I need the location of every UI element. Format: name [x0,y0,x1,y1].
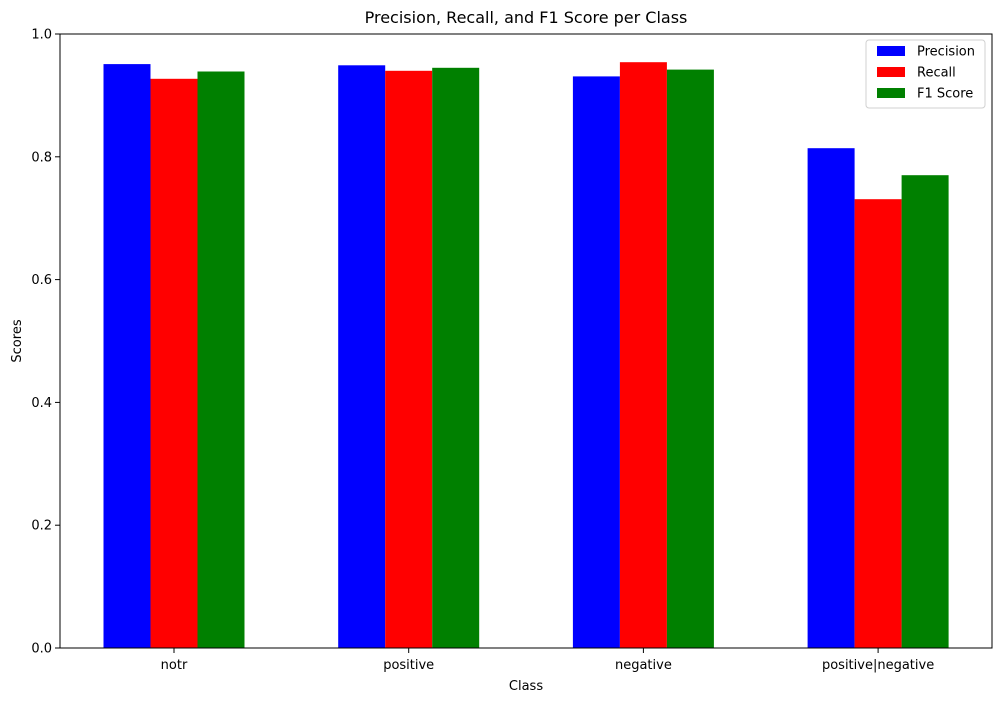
legend-swatch [877,46,905,56]
bar-f1-score-2 [666,69,714,649]
x-axis-label: Class [509,679,543,694]
x-tick-label: negative [615,658,672,673]
bar-recall-3 [854,199,902,648]
bar-f1-score-3 [901,175,949,648]
y-axis: 0.0 0.2 0.4 0.6 0.8 1.0 [31,28,60,657]
bar-recall-1 [385,70,433,649]
bar-precision-1 [338,65,386,649]
legend-swatch [877,67,905,77]
chart-title: Precision, Recall, and F1 Score per Clas… [365,8,688,27]
x-axis: notr positive negative positive|negative [161,648,934,673]
bar-precision-2 [572,76,620,648]
bar-precision-3 [807,148,855,648]
bar-precision-0 [103,64,151,649]
y-tick-label: 0.0 [31,642,52,657]
bar-recall-0 [150,78,198,649]
bar-f1-score-1 [432,67,480,649]
y-tick-label: 0.2 [31,519,52,534]
x-tick-label: positive [383,658,434,673]
x-tick-label: notr [161,658,188,673]
legend-label: F1 Score [917,87,973,102]
y-axis-label: Scores [10,319,25,362]
plot-frame [59,33,993,649]
legend-label: Precision [917,45,975,60]
bar-recall-2 [619,62,667,648]
legend-label: Recall [917,66,956,81]
y-tick-label: 1.0 [31,28,52,43]
y-tick-label: 0.8 [31,150,52,165]
y-tick-label: 0.6 [31,273,52,288]
bars-group [103,62,949,649]
x-tick-label: positive|negative [822,658,934,673]
legend: Precision Recall F1 Score [865,39,986,109]
y-tick-label: 0.4 [31,396,52,411]
bar-f1-score-0 [197,71,245,648]
legend-swatch [877,88,905,98]
